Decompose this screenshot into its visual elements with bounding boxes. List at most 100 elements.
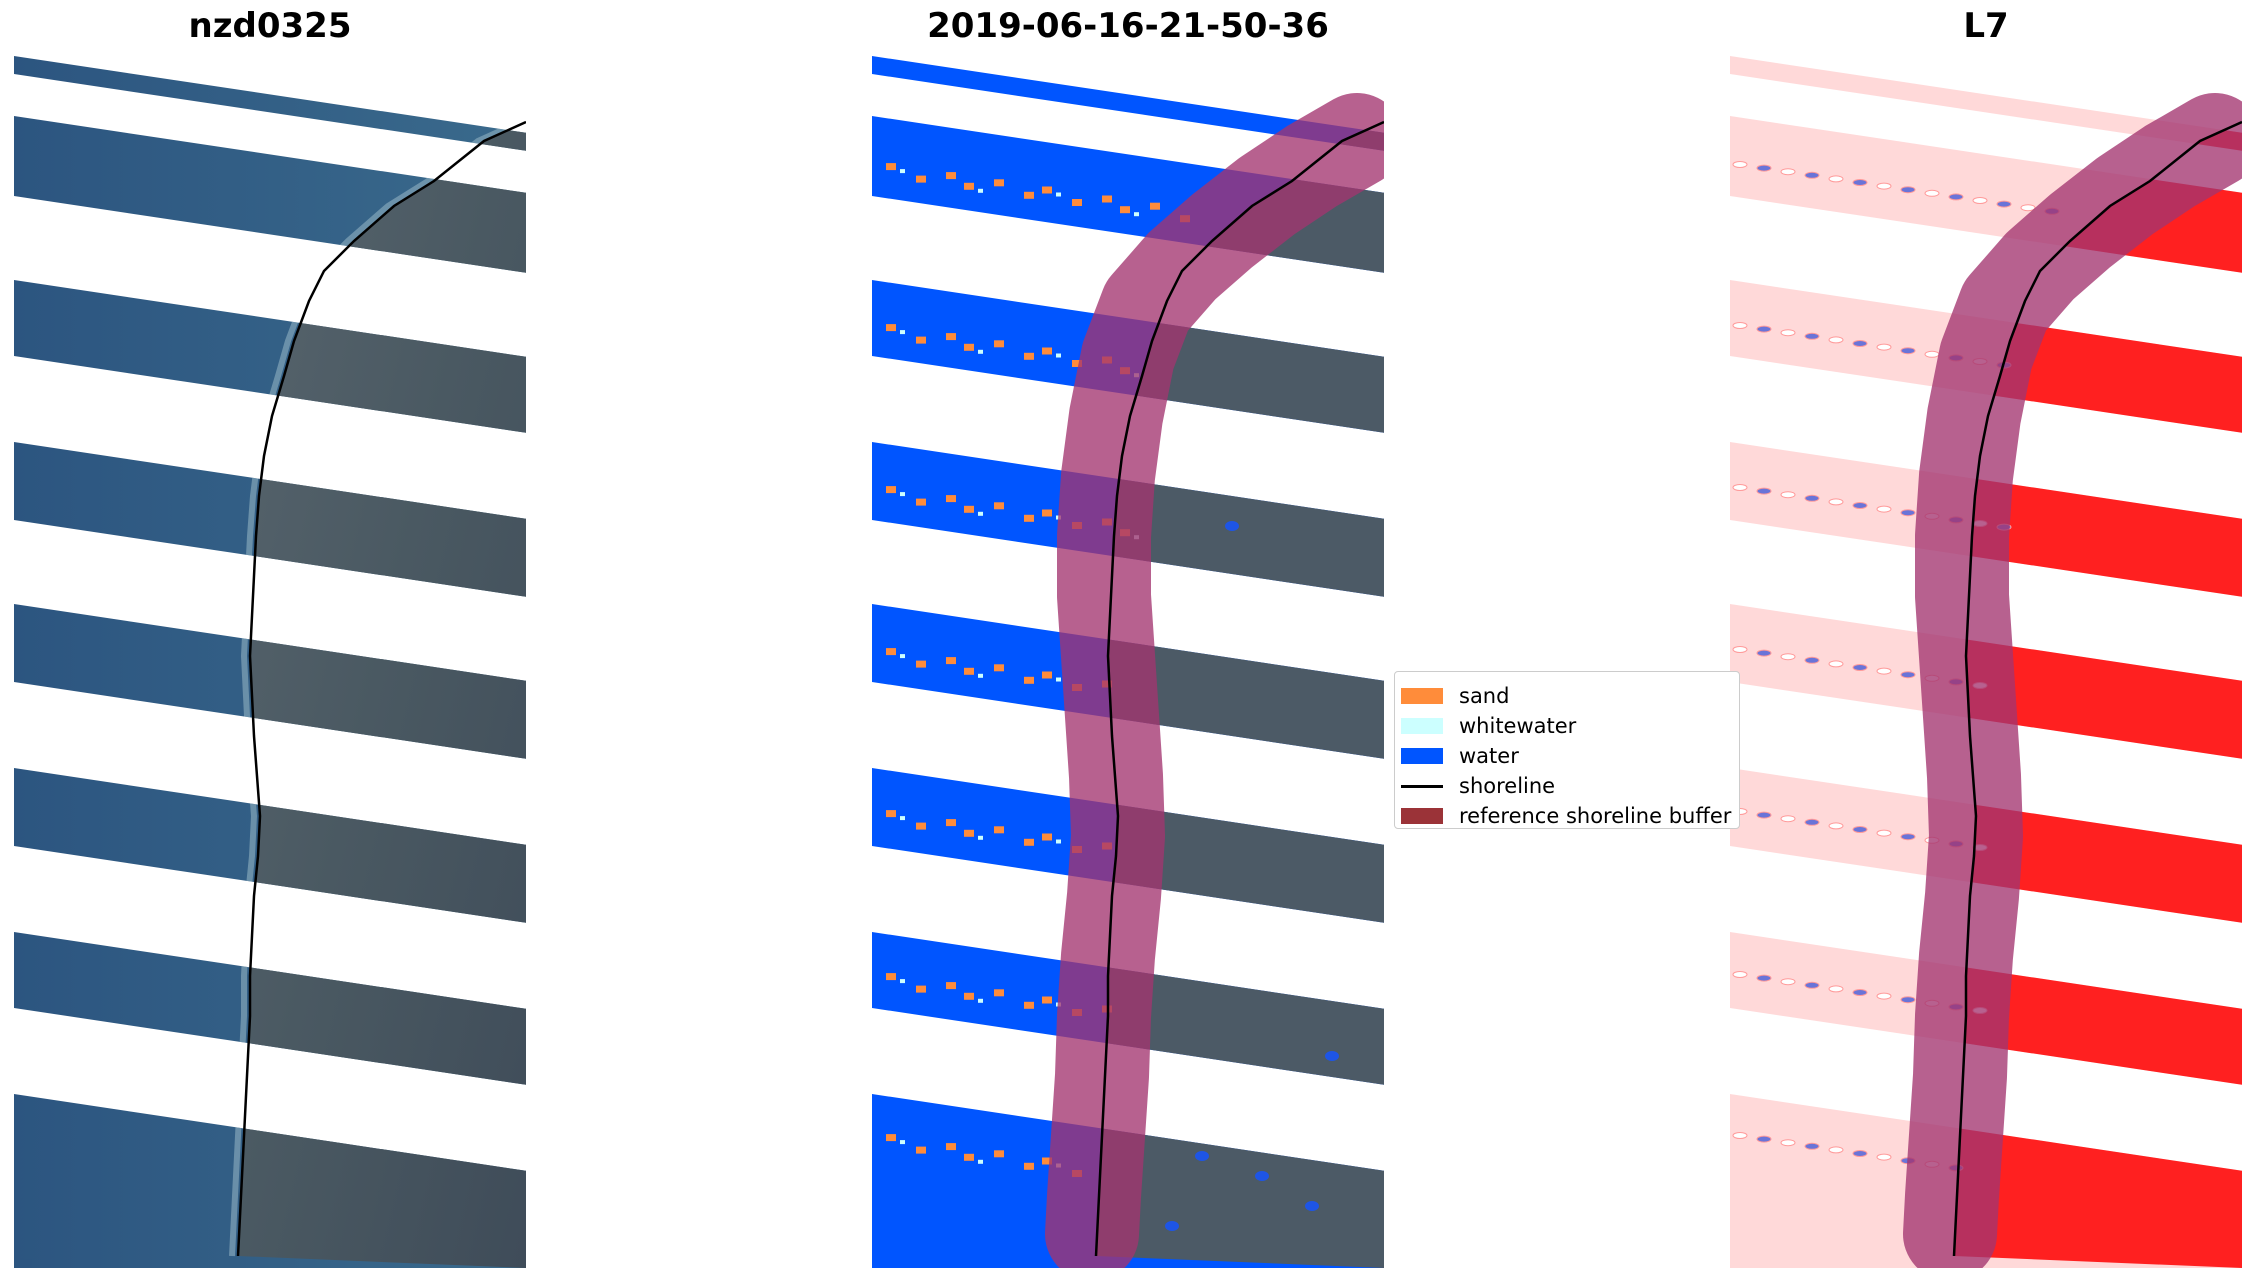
negative-index-pixel — [1900, 671, 1916, 679]
negative-index-pixel — [1852, 1150, 1868, 1157]
reference-shoreline-buffer — [1903, 93, 2242, 1268]
sand-pixel — [1024, 514, 1034, 522]
negative-index-pixel — [1876, 505, 1892, 513]
sand-pixel — [964, 1153, 974, 1161]
negative-index-pixel — [1876, 1153, 1892, 1161]
sand-pixel — [964, 182, 974, 190]
negative-index-pixel — [1804, 1142, 1820, 1150]
sand-pixel — [994, 1150, 1004, 1158]
whitewater-pixel — [978, 998, 983, 1003]
negative-index-pixel — [1948, 193, 1964, 201]
shoreline — [1952, 120, 2242, 1257]
sand-pixel — [1024, 676, 1034, 684]
index-image-panel — [1730, 56, 2242, 1268]
sand-pixel — [886, 163, 896, 171]
negative-index-pixel — [1756, 487, 1772, 495]
negative-index-pixel — [1804, 656, 1820, 664]
whitewater-pixel — [900, 654, 905, 659]
negative-index-pixel — [1828, 175, 1844, 183]
whitewater-pixel — [1134, 212, 1139, 217]
negative-index-pixel — [1996, 200, 2012, 208]
legend-item-shoreline: shoreline — [1401, 772, 1555, 800]
sand-pixel — [1042, 509, 1052, 517]
sand-pixel — [1024, 191, 1034, 199]
whitewater-pixel — [978, 835, 983, 840]
sand-pixel — [1042, 671, 1052, 679]
sand-pixel — [964, 343, 974, 351]
sand-pixel — [1102, 195, 1112, 203]
negative-index-pixel — [1732, 646, 1748, 653]
whitewater-pixel — [1056, 677, 1061, 682]
negative-index-pixel — [1732, 322, 1748, 329]
shoreline — [236, 120, 526, 1257]
whitewater-pixel — [900, 492, 905, 497]
rgb-image-panel — [14, 56, 526, 1268]
negative-index-pixel — [1780, 815, 1796, 823]
reference-shoreline-buffer — [1045, 93, 1384, 1268]
sand-pixel — [946, 333, 956, 341]
sand-pixel — [1072, 199, 1082, 206]
sand-pixel — [886, 486, 896, 494]
sand-pixel — [886, 973, 896, 981]
whitewater-pixel — [900, 816, 905, 821]
negative-index-pixel — [1804, 494, 1820, 502]
negative-index-pixel — [1756, 649, 1772, 657]
negative-index-pixel — [1756, 164, 1772, 172]
sand-pixel — [916, 985, 926, 993]
negative-index-pixel — [1828, 985, 1844, 993]
panel-title-rgb: nzd0325 — [188, 6, 352, 46]
negative-index-pixel — [1876, 992, 1892, 1000]
whitewater-pixel — [1056, 192, 1061, 197]
classified-image-panel — [872, 56, 1384, 1268]
negative-index-pixel — [1876, 829, 1892, 837]
sand-pixel — [886, 1134, 896, 1142]
negative-index-pixel — [1756, 1135, 1772, 1143]
whitewater-pixel — [1056, 353, 1061, 358]
sand-pixel — [1042, 1157, 1052, 1165]
negative-index-pixel — [1732, 161, 1748, 168]
sand-pixel — [916, 1146, 926, 1154]
inland-water-pixel — [1225, 521, 1239, 531]
negative-index-pixel — [1756, 974, 1772, 982]
sand-pixel — [964, 829, 974, 837]
negative-index-pixel — [1780, 491, 1796, 499]
legend-item-sand: sand — [1401, 682, 1509, 710]
sand-pixel — [994, 502, 1004, 510]
sand-pixel — [994, 826, 1004, 834]
legend-label: whitewater — [1459, 714, 1577, 738]
sand-pixel — [886, 810, 896, 818]
negative-index-pixel — [1732, 484, 1748, 491]
whitewater-pixel — [900, 169, 905, 174]
negative-index-pixel — [1828, 1146, 1844, 1154]
negative-index-pixel — [1852, 340, 1868, 347]
sand-swatch — [1401, 688, 1443, 704]
sand-pixel — [946, 982, 956, 990]
negative-index-pixel — [1756, 325, 1772, 333]
sand-pixel — [946, 1143, 956, 1151]
sand-pixel — [1042, 186, 1052, 194]
sand-pixel — [886, 648, 896, 656]
negative-index-pixel — [1900, 347, 1916, 355]
negative-index-pixel — [1924, 350, 1940, 358]
legend-label: sand — [1459, 684, 1510, 708]
inland-water-pixel — [1195, 1151, 1209, 1161]
whitewater-pixel — [978, 511, 983, 516]
classified-image — [872, 56, 1384, 1268]
negative-index-pixel — [1924, 189, 1940, 197]
negative-index-pixel — [1756, 811, 1772, 819]
panel-title-date: 2019-06-16-21-50-36 — [927, 6, 1329, 46]
sand-pixel — [946, 819, 956, 827]
sand-pixel — [1072, 360, 1082, 367]
negative-index-pixel — [1780, 1139, 1796, 1147]
sand-pixel — [916, 822, 926, 830]
sand-pixel — [916, 498, 926, 506]
sand-pixel — [964, 505, 974, 513]
inland-water-pixel — [1165, 1221, 1179, 1231]
legend-label: water — [1459, 744, 1519, 768]
sand-pixel — [1042, 347, 1052, 355]
negative-index-pixel — [1876, 343, 1892, 351]
index-image — [1730, 56, 2242, 1268]
inland-water-pixel — [1165, 951, 1179, 961]
sand-pixel — [994, 340, 1004, 348]
sand-pixel — [946, 657, 956, 665]
